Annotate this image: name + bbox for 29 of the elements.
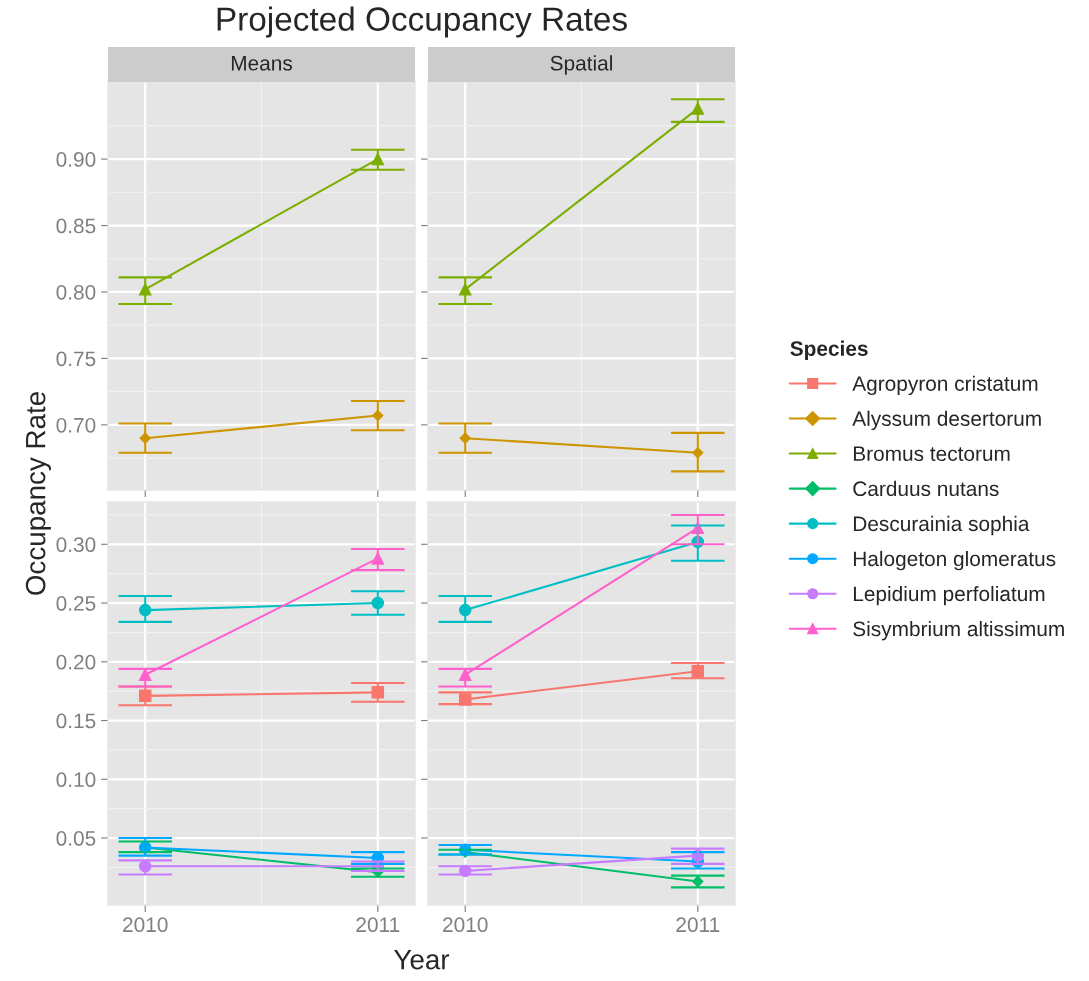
x-tick-label: 2010: [443, 917, 488, 933]
y-tick-label: 0.05: [56, 831, 96, 846]
legend-label: Agropyron cristatum: [852, 375, 1038, 396]
chart-title: Projected Occupancy Rates: [217, 6, 627, 38]
legend-label: Sisymbrium altissimum: [853, 620, 1064, 641]
legend-label: Lepidium perfoliatum: [853, 585, 1045, 606]
y-tick-label: 0.10: [56, 772, 96, 788]
y-tick-label: 0.25: [56, 596, 96, 611]
legend-label: Alyssum desertorum: [852, 410, 1041, 431]
legend-label: Bromus tectorum: [853, 446, 1010, 462]
y-axis-title: Occupancy Rate: [25, 392, 51, 595]
y-tick-label: 0.90: [56, 152, 96, 167]
x-tick-label: 2010: [123, 917, 168, 933]
chart-subtitle: Means: [231, 56, 293, 71]
x-axis-title: Year: [394, 950, 450, 970]
y-tick-label: 0.30: [56, 537, 96, 553]
y-tick-label: 0.80: [56, 284, 96, 300]
legend-label: Halogeton glomeratus: [853, 550, 1056, 571]
y-tick-label: 0.70: [56, 417, 96, 433]
legend-label: Descurainia sophia: [853, 515, 1030, 536]
x-tick-label: 2011: [676, 917, 720, 933]
x-tick-label: 2011: [356, 917, 400, 933]
legend-label: Carduus nutans: [853, 480, 999, 497]
y-tick-label: 0.20: [56, 654, 96, 670]
chart-subtitle: Spatial: [550, 55, 612, 75]
y-tick-label: 0.75: [56, 351, 96, 367]
legend-title: Species: [790, 340, 868, 361]
y-tick-label: 0.15: [56, 713, 96, 729]
y-tick-label: 0.85: [56, 218, 96, 234]
